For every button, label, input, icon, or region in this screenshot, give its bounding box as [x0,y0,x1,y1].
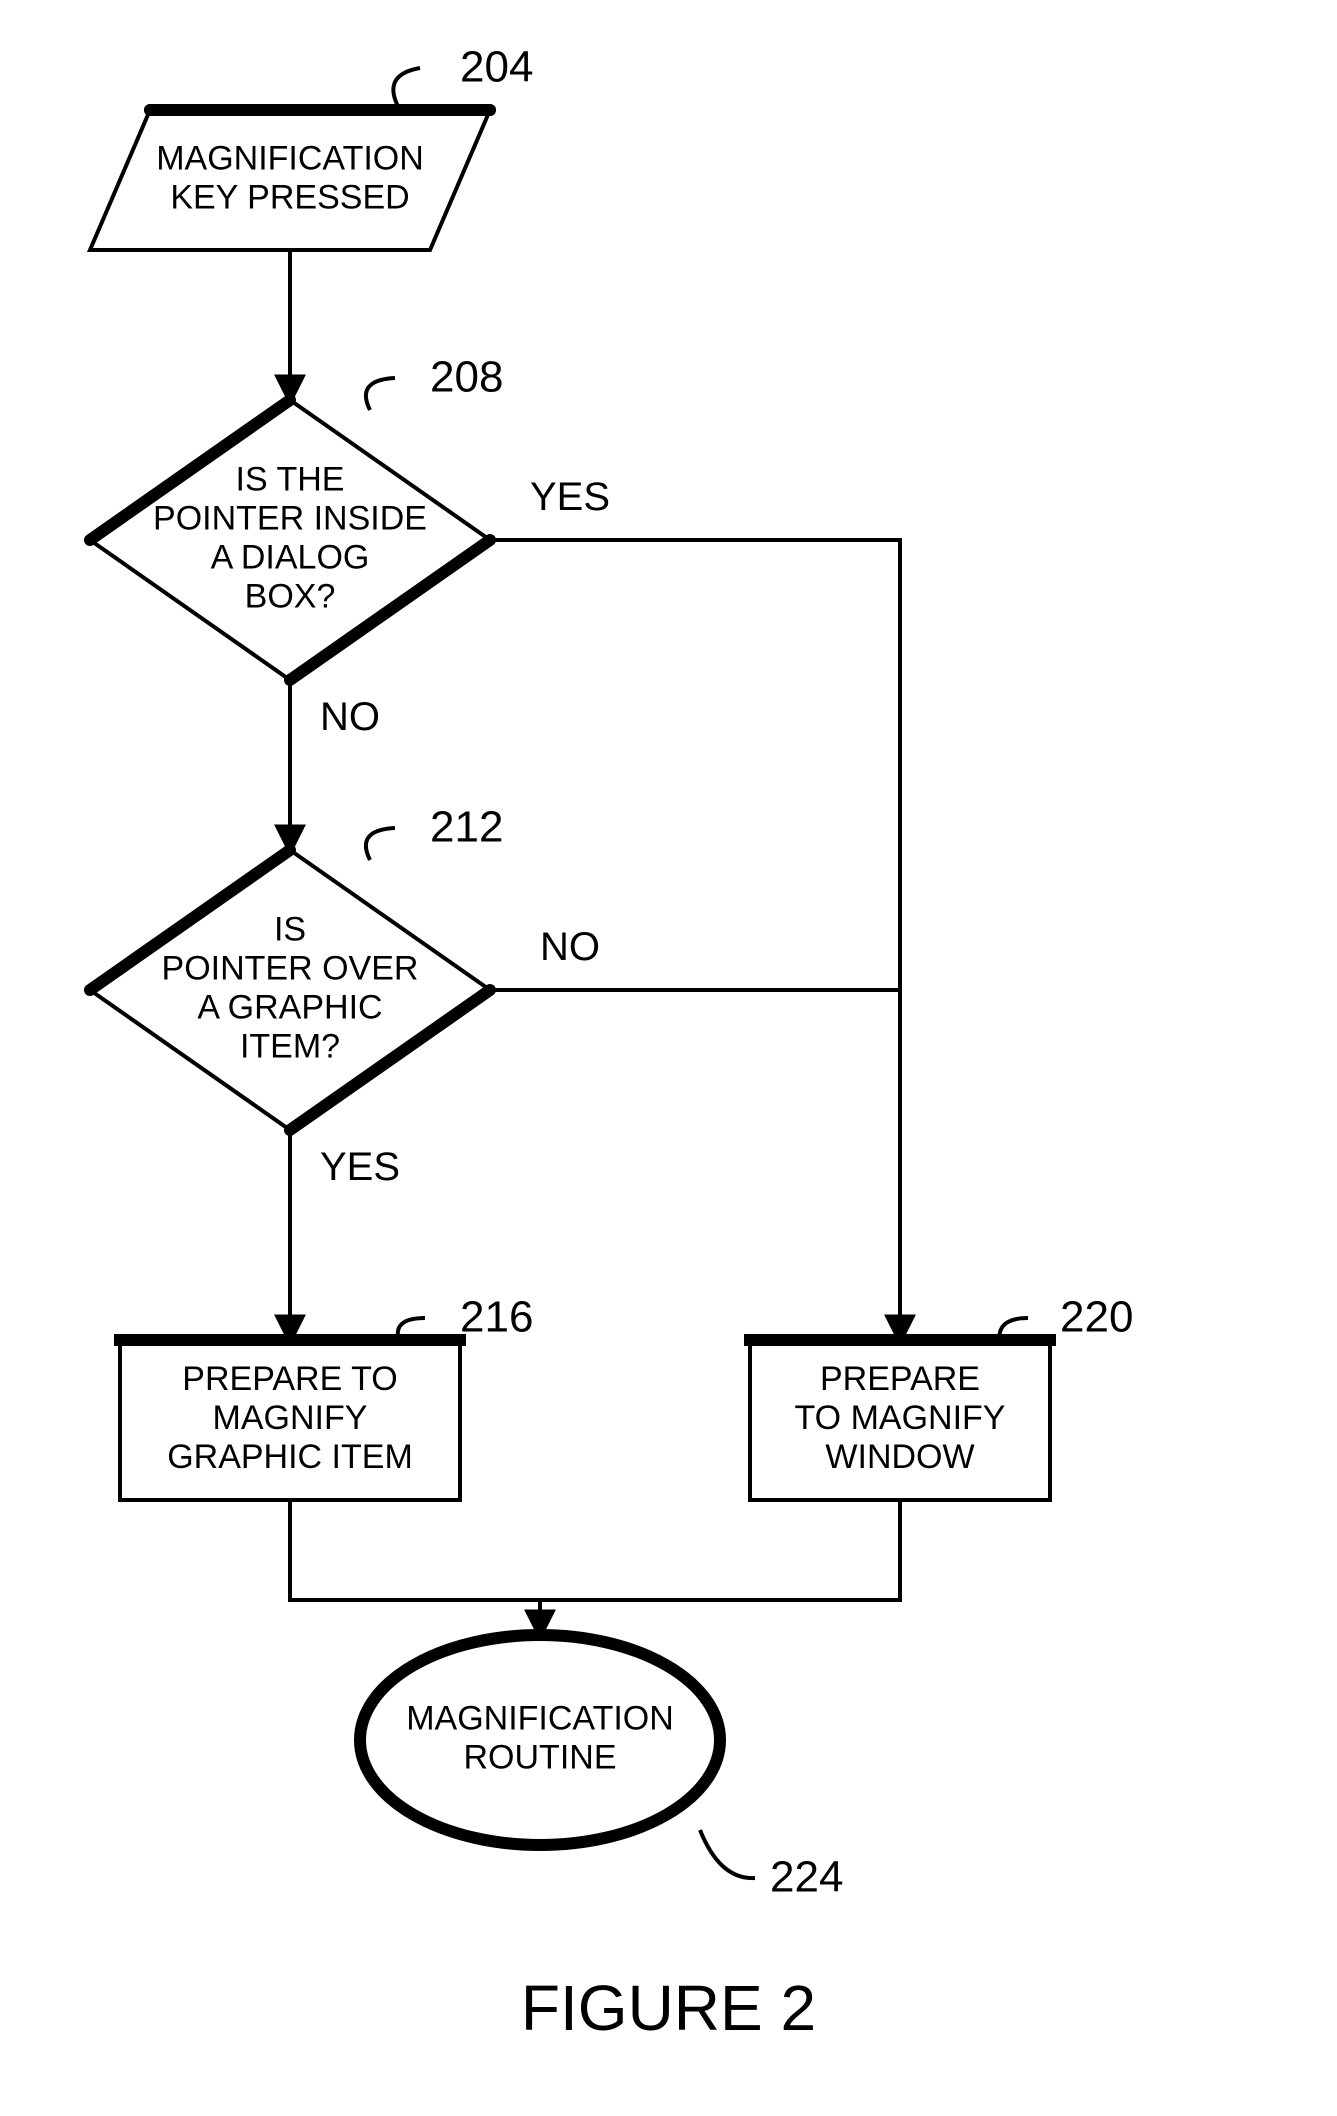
figure-caption: FIGURE 2 [521,1972,816,2044]
edge-5 [290,1500,540,1635]
svg-text:A DIALOG: A DIALOG [211,539,370,577]
svg-text:PREPARE: PREPARE [820,1360,980,1398]
edge-6 [540,1500,900,1600]
node-204: MAGNIFICATIONKEY PRESSED 204 [90,43,533,250]
svg-text:YES: YES [530,475,610,519]
svg-text:PREPARE TO: PREPARE TO [182,1360,397,1398]
svg-text:212: 212 [430,803,503,852]
node-224: MAGNIFICATIONROUTINE 224 [360,1635,843,1902]
node-220: PREPARETO MAGNIFYWINDOW 220 [750,1293,1133,1500]
svg-text:POINTER INSIDE: POINTER INSIDE [153,499,427,537]
svg-text:A GRAPHIC: A GRAPHIC [197,989,382,1027]
flowchart-figure-2: NOYESYESNO MAGNIFICATIONKEY PRESSED204IS… [0,0,1337,2116]
svg-text:WINDOW: WINDOW [825,1438,974,1476]
node-212: ISPOINTER OVERA GRAPHICITEM? 212 [90,803,503,1130]
svg-text:208: 208 [430,353,503,402]
svg-text:IS THE: IS THE [236,460,345,498]
svg-text:204: 204 [460,43,533,92]
node-208: IS THEPOINTER INSIDEA DIALOGBOX? 208 [90,353,503,680]
svg-text:224: 224 [770,1853,843,1902]
edge-2: YES [490,475,900,1340]
svg-text:ROUTINE: ROUTINE [464,1739,617,1777]
svg-text:220: 220 [1060,1293,1133,1342]
svg-text:TO MAGNIFY: TO MAGNIFY [795,1399,1006,1437]
svg-text:IS: IS [274,910,306,948]
svg-text:KEY PRESSED: KEY PRESSED [170,179,409,217]
edge-4: NO [490,925,900,990]
svg-text:GRAPHIC ITEM: GRAPHIC ITEM [167,1438,413,1476]
svg-text:MAGNIFICATION: MAGNIFICATION [156,139,424,177]
svg-text:NO: NO [540,925,600,969]
edge-3: YES [290,1130,400,1340]
svg-text:POINTER OVER: POINTER OVER [162,949,419,987]
svg-text:216: 216 [460,1293,533,1342]
svg-text:MAGNIFY: MAGNIFY [213,1399,368,1437]
edge-1: NO [290,680,380,850]
svg-text:BOX?: BOX? [245,578,336,616]
node-216: PREPARE TOMAGNIFYGRAPHIC ITEM 216 [120,1293,533,1500]
svg-text:YES: YES [320,1145,400,1189]
svg-text:MAGNIFICATION: MAGNIFICATION [406,1699,674,1737]
svg-text:ITEM?: ITEM? [240,1028,340,1066]
svg-text:NO: NO [320,695,380,739]
